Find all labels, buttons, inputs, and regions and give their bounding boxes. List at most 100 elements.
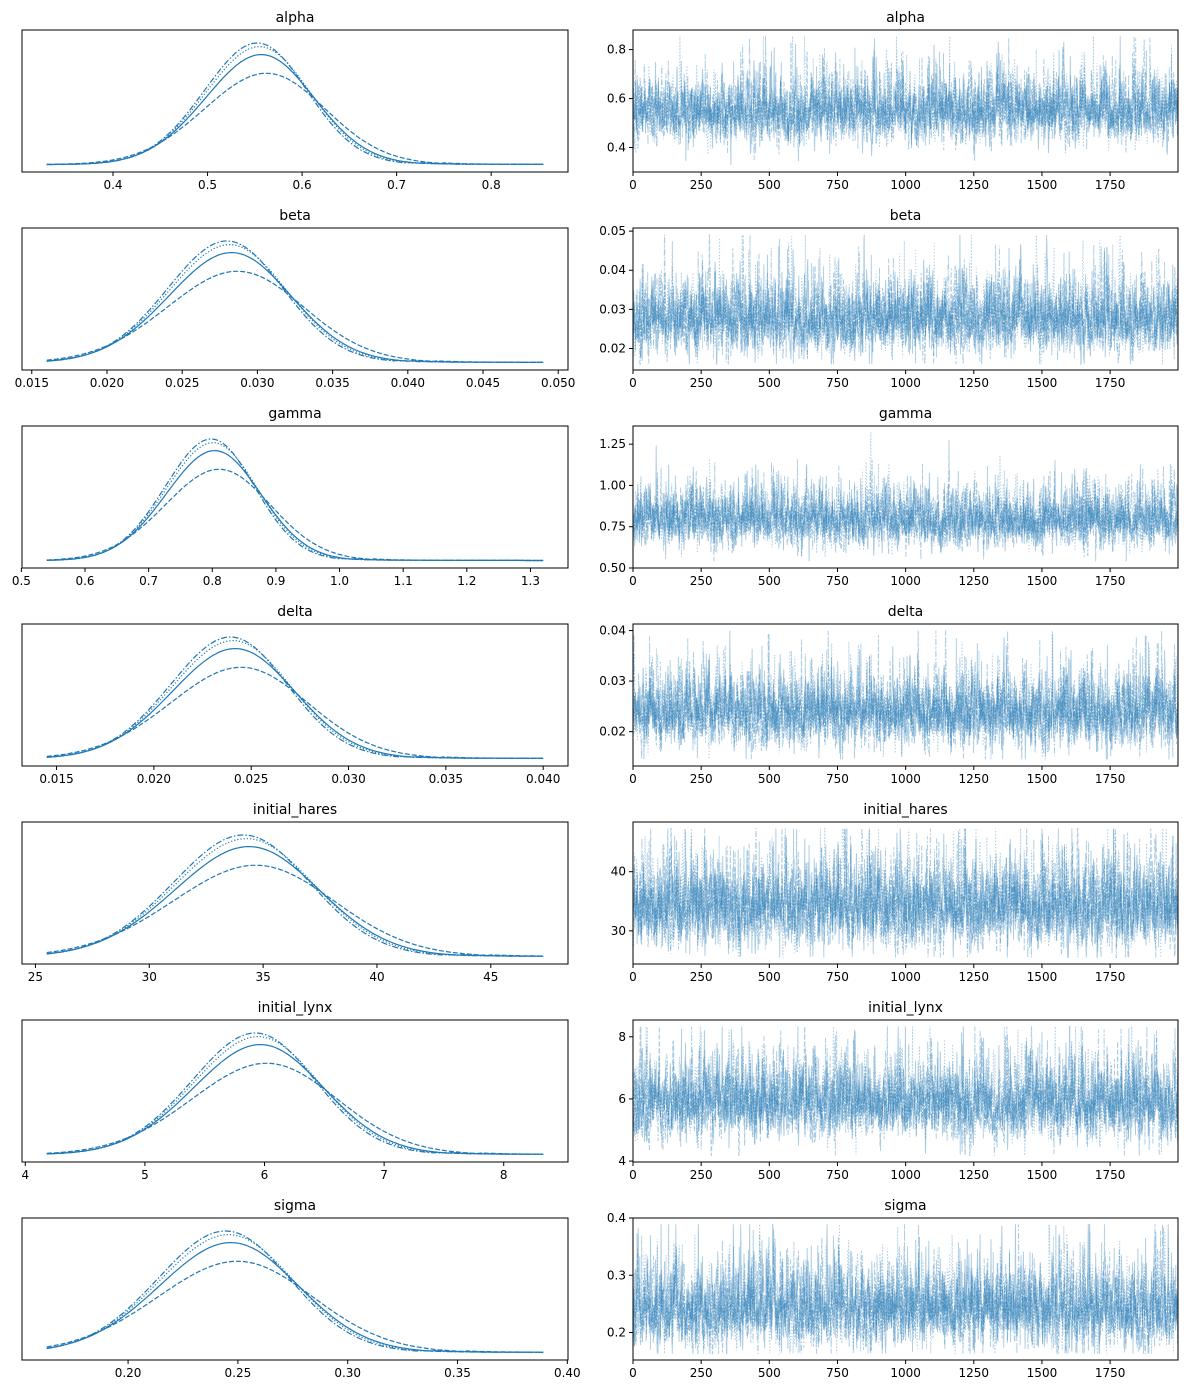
x-tick-label: 500 xyxy=(758,1168,781,1182)
x-tick-label: 25 xyxy=(28,970,43,984)
axes-frame xyxy=(21,1019,569,1163)
x-tick-label: 35 xyxy=(255,970,270,984)
sigma-kde-chain-3 xyxy=(46,1230,544,1353)
alpha-density-panel: alpha 0.4 0.5 0.6 0.7 0.8 xyxy=(21,10,569,192)
y-tick-label: 1.25 xyxy=(599,437,626,451)
x-tick-label: 1000 xyxy=(890,772,921,786)
y-tick-label: 30 xyxy=(611,924,626,938)
delta-trace-chain-3 xyxy=(632,630,1179,760)
x-tick-label: 1000 xyxy=(890,1366,921,1380)
x-tick-label: 1250 xyxy=(959,772,990,786)
y-tick-label: 6 xyxy=(618,1092,626,1106)
panel-title: delta xyxy=(277,604,312,620)
delta-kde-chain-1 xyxy=(46,666,544,759)
x-tick-label: 0.4 xyxy=(103,178,122,192)
beta-trace-chain-2 xyxy=(632,234,1179,365)
x-tick-label: 750 xyxy=(826,1366,849,1380)
gamma-trace-chain-3 xyxy=(632,459,1179,562)
delta-kde-chain-0 xyxy=(46,647,544,759)
x-tick-label: 1500 xyxy=(1027,970,1058,984)
beta-trace-chain-0 xyxy=(632,234,1179,366)
x-tick-label: 1000 xyxy=(890,376,921,390)
initial_lynx-trace-chain-1 xyxy=(632,1026,1179,1156)
y-tick-label: 0.05 xyxy=(599,224,626,238)
x-tick-label: 0.035 xyxy=(315,376,349,390)
delta-trace-chain-0 xyxy=(632,630,1179,760)
x-tick-label: 1.3 xyxy=(521,574,540,588)
axes-frame xyxy=(21,29,569,173)
x-tick-label: 500 xyxy=(758,1366,781,1380)
x-tick-label: 250 xyxy=(690,970,713,984)
x-tick-label: 30 xyxy=(142,970,157,984)
x-tick-label: 0.8 xyxy=(203,574,222,588)
panel-title: alpha xyxy=(276,10,315,26)
x-tick-label: 4 xyxy=(21,1168,29,1182)
x-tick-label: 0.035 xyxy=(429,772,463,786)
y-tick-label: 8 xyxy=(618,1030,626,1044)
initial_hares-trace-chain-0 xyxy=(632,828,1179,958)
x-tick-label: 1250 xyxy=(959,1168,990,1182)
gamma-kde-chain-3 xyxy=(46,438,544,562)
x-tick-label: 500 xyxy=(758,376,781,390)
initial_hares-kde-chain-1 xyxy=(46,864,544,957)
axes-frame xyxy=(21,821,569,965)
alpha-trace-chain-0 xyxy=(632,36,1179,165)
y-tick-label: 0.3 xyxy=(607,1268,626,1282)
x-tick-label: 0.025 xyxy=(234,772,268,786)
initial_hares-trace-panel: initial_hares 0 250 500 750 1000 1250 1500 1750 3… xyxy=(611,802,1179,984)
y-tick-label: 0.6 xyxy=(607,92,626,106)
y-tick-label: 1.00 xyxy=(599,478,626,492)
x-tick-label: 0 xyxy=(629,772,637,786)
x-tick-label: 0 xyxy=(629,970,637,984)
initial_lynx-kde-chain-1 xyxy=(46,1062,544,1155)
gamma-trace-chain-1 xyxy=(632,439,1179,562)
x-tick-label: 0.020 xyxy=(90,376,124,390)
x-tick-label: 250 xyxy=(690,772,713,786)
x-tick-label: 0.025 xyxy=(165,376,199,390)
x-tick-label: 250 xyxy=(690,178,713,192)
x-tick-label: 1.2 xyxy=(457,574,476,588)
x-tick-label: 1250 xyxy=(959,574,990,588)
x-tick-label: 0.5 xyxy=(198,178,217,192)
x-tick-label: 0.5 xyxy=(12,574,31,588)
x-tick-label: 0.030 xyxy=(331,772,365,786)
sigma-trace-chain-0 xyxy=(632,1223,1179,1355)
initial_hares-trace-chain-3 xyxy=(632,828,1179,958)
x-tick-label: 0.6 xyxy=(75,574,94,588)
sigma-kde-chain-0 xyxy=(46,1241,544,1353)
axes-frame xyxy=(21,623,569,767)
x-tick-label: 750 xyxy=(826,772,849,786)
panel-title: delta xyxy=(888,604,923,620)
x-tick-label: 0.050 xyxy=(541,376,575,390)
x-tick-label: 5 xyxy=(141,1168,149,1182)
initial_hares-kde-chain-3 xyxy=(46,834,544,957)
initial_hares-trace-chain-2 xyxy=(632,827,1179,958)
gamma-trace-chain-2 xyxy=(632,432,1179,558)
x-tick-label: 40 xyxy=(369,970,384,984)
delta-kde-chain-2 xyxy=(46,639,544,759)
delta-trace-chain-2 xyxy=(632,630,1179,760)
panel-title: initial_lynx xyxy=(258,1000,333,1016)
x-tick-label: 1.1 xyxy=(394,574,413,588)
beta-trace-chain-3 xyxy=(632,234,1179,365)
x-tick-label: 0.40 xyxy=(554,1366,581,1380)
sigma-trace-chain-1 xyxy=(632,1224,1179,1355)
sigma-trace-chain-2 xyxy=(632,1223,1179,1356)
axes-frame xyxy=(21,1217,569,1361)
initial_hares-trace-chain-1 xyxy=(632,828,1179,958)
gamma-kde-chain-0 xyxy=(46,449,544,562)
x-tick-label: 0.9 xyxy=(266,574,285,588)
x-tick-label: 1500 xyxy=(1027,1366,1058,1380)
panel-title: beta xyxy=(890,208,922,224)
x-tick-label: 0.35 xyxy=(444,1366,471,1380)
initial_lynx-trace-panel: initial_lynx 0 250 500 750 1000 1250 1500 1750 4 6… xyxy=(618,1000,1179,1182)
x-tick-label: 0.015 xyxy=(39,772,73,786)
x-tick-label: 750 xyxy=(826,1168,849,1182)
sigma-kde-chain-1 xyxy=(46,1260,544,1353)
x-tick-label: 1000 xyxy=(890,178,921,192)
x-tick-label: 0 xyxy=(629,178,637,192)
y-tick-label: 0.8 xyxy=(607,43,626,57)
x-tick-label: 1500 xyxy=(1027,772,1058,786)
initial_lynx-trace-chain-0 xyxy=(632,1026,1179,1154)
